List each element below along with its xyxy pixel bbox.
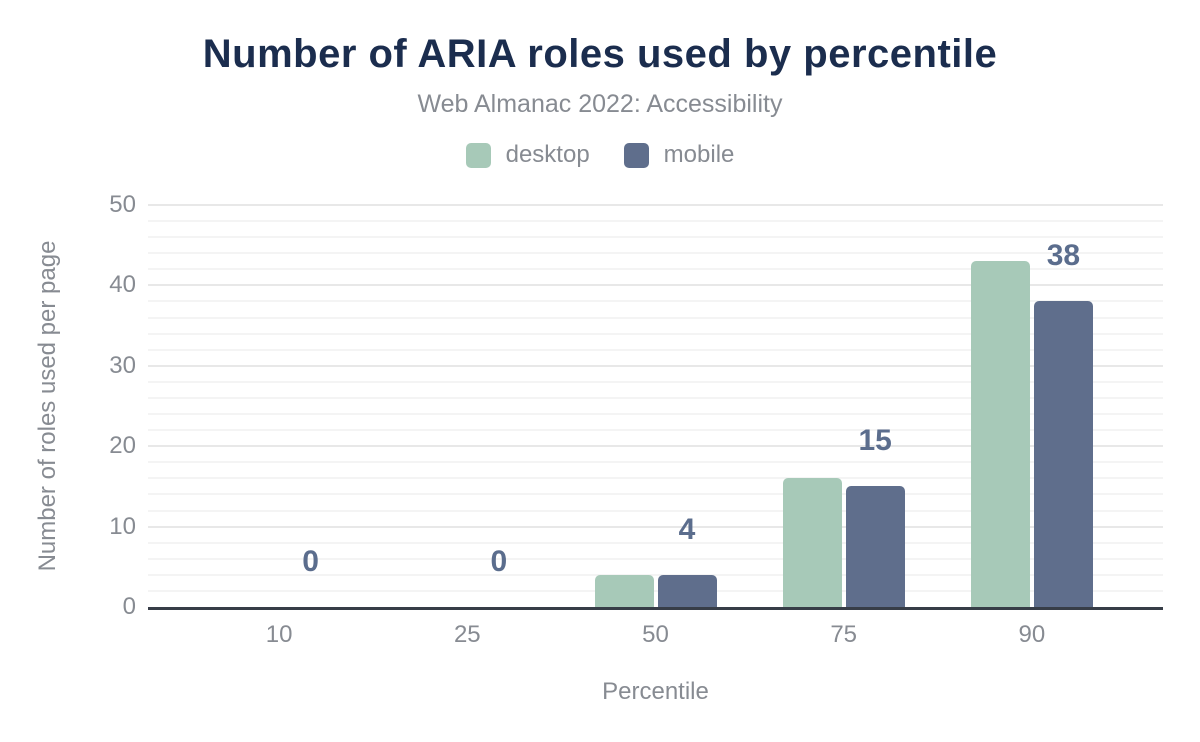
minor-gridline	[148, 477, 1163, 480]
minor-gridline	[148, 300, 1163, 303]
minor-gridline	[148, 589, 1163, 592]
minor-gridline	[148, 268, 1163, 271]
minor-gridline	[148, 493, 1163, 496]
minor-gridline	[148, 429, 1163, 432]
major-gridline	[148, 204, 1163, 206]
y-tick-label: 50	[109, 191, 136, 218]
legend-label-mobile: mobile	[663, 141, 735, 168]
y-tick-label: 0	[122, 593, 136, 620]
y-tick-label: 10	[109, 512, 136, 540]
minor-gridline	[148, 236, 1163, 239]
bar-value-label: 0	[490, 545, 508, 578]
y-axis-title: Number of roles used per page	[34, 240, 61, 572]
minor-gridline	[148, 461, 1163, 464]
legend-label-desktop: desktop	[505, 141, 590, 168]
minor-gridline	[148, 557, 1163, 560]
bar-value-label: 0	[302, 545, 319, 578]
minor-gridline	[148, 509, 1163, 512]
mobile-bar[interactable]	[657, 574, 717, 607]
major-gridline	[148, 284, 1163, 287]
mobile-bar[interactable]	[1033, 301, 1093, 607]
legend-item-mobile[interactable]: mobile	[623, 141, 735, 169]
bar-value-label: 15	[858, 424, 892, 458]
mobile-swatch-icon	[623, 142, 649, 168]
y-tick-label: 30	[109, 351, 136, 379]
plot-area: 0 10 20 30 40 50 10 0 25 0 50 4 75 15 90 38	[109, 191, 1163, 648]
chart-subtitle: Web Almanac 2022: Accessibility	[417, 90, 783, 118]
minor-gridline	[148, 332, 1163, 335]
desktop-bar[interactable]	[970, 261, 1030, 607]
minor-gridline	[148, 252, 1163, 255]
x-tick-label: 25	[453, 621, 481, 648]
minor-gridline	[148, 413, 1163, 416]
minor-gridline	[148, 316, 1163, 319]
major-gridline	[148, 364, 1163, 367]
minor-gridline	[148, 348, 1163, 351]
minor-gridline	[148, 220, 1163, 223]
major-gridline	[148, 525, 1163, 528]
x-axis-title: Percentile	[602, 678, 709, 705]
x-tick-label: 90	[1018, 621, 1046, 648]
major-gridline	[148, 445, 1163, 448]
bar-value-label: 4	[678, 512, 696, 546]
x-tick-label: 10	[265, 621, 293, 648]
desktop-bar[interactable]	[594, 574, 654, 607]
y-tick-label: 20	[109, 432, 136, 460]
mobile-bar[interactable]	[845, 486, 905, 607]
legend-item-desktop[interactable]: desktop	[465, 141, 590, 169]
desktop-bar[interactable]	[782, 478, 842, 607]
minor-gridline	[148, 573, 1163, 576]
chart-title: Number of ARIA roles used by percentile	[202, 32, 998, 76]
minor-gridline	[148, 380, 1163, 383]
legend: desktop mobile	[0, 141, 1200, 169]
desktop-swatch-icon	[465, 142, 491, 168]
minor-gridline	[148, 541, 1163, 544]
x-tick-label: 75	[830, 621, 858, 648]
y-tick-label: 40	[109, 271, 136, 299]
bar-value-label: 38	[1046, 239, 1081, 273]
x-tick-label: 50	[642, 621, 669, 648]
minor-gridline	[148, 396, 1163, 399]
